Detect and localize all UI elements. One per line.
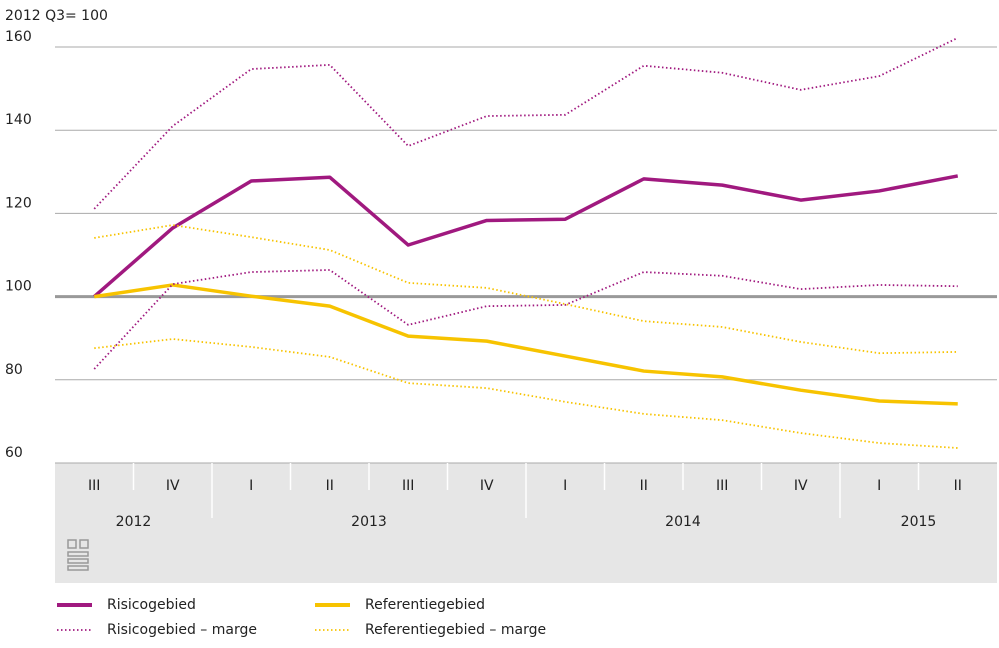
y-tick-label: 120 (5, 195, 32, 211)
legend-label: Risicogebied (107, 597, 196, 613)
x-tick-label: IV (480, 478, 494, 494)
series-line (94, 224, 958, 355)
year-label: 2014 (665, 514, 701, 530)
x-tick-label: III (88, 478, 100, 494)
y-tick-label: 80 (5, 362, 23, 378)
legend-label: Risicogebied – marge (107, 622, 257, 638)
y-tick-label: 160 (5, 29, 32, 45)
y-axis-title: 2012 Q3= 100 (5, 8, 108, 24)
x-tick-label: III (716, 478, 728, 494)
x-tick-label: III (402, 478, 414, 494)
series-line (93, 269, 958, 370)
series-line (93, 174, 959, 298)
x-tick-label: I (249, 478, 253, 494)
year-label: 2012 (116, 514, 152, 530)
year-label: 2013 (351, 514, 387, 530)
x-tick-label: IV (166, 478, 180, 494)
y-tick-label: 140 (5, 112, 32, 128)
x-tick-label: II (326, 478, 334, 494)
y-tick-label: 100 (5, 279, 32, 295)
cbs-logo (67, 539, 89, 571)
legend-label: Referentiegebied – marge (365, 622, 546, 638)
x-tick-label: I (877, 478, 881, 494)
x-tick-label: IV (794, 478, 808, 494)
x-tick-label: I (563, 478, 567, 494)
y-tick-label: 60 (5, 445, 23, 461)
year-label: 2015 (901, 514, 937, 530)
series-line (93, 37, 959, 210)
legend-label: Referentiegebied (365, 597, 485, 613)
x-tick-label: II (640, 478, 648, 494)
series-line (93, 283, 958, 406)
x-tick-label: II (954, 478, 962, 494)
series-line (94, 338, 958, 449)
